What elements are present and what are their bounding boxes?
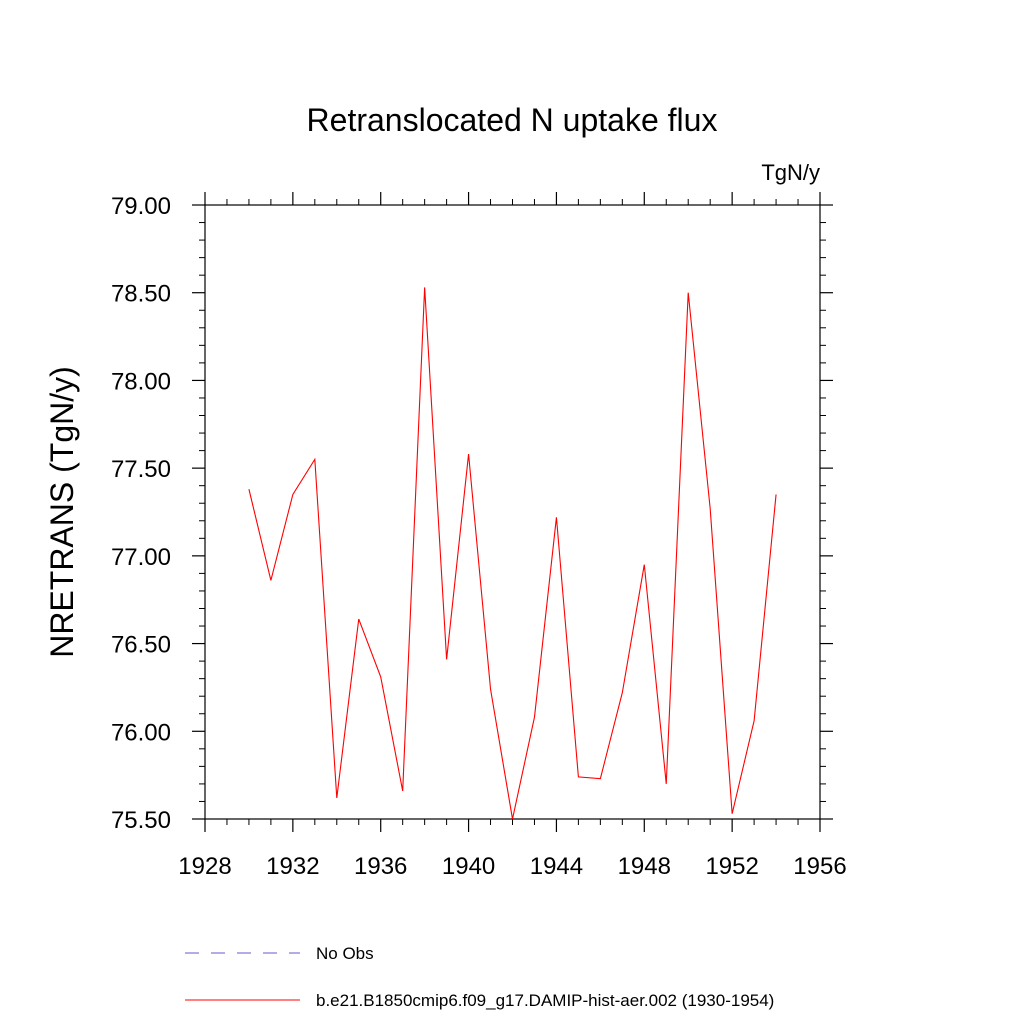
- legend-label-model-run: b.e21.B1850cmip6.f09_g17.DAMIP-hist-aer.…: [316, 991, 774, 1010]
- legend: No Obs b.e21.B1850cmip6.f09_g17.DAMIP-hi…: [185, 944, 774, 1010]
- series-layer: [248, 287, 777, 820]
- y-tick-label: 76.00: [111, 719, 171, 746]
- chart-title: Retranslocated N uptake flux: [307, 102, 718, 138]
- x-tick-label: 1940: [442, 853, 495, 880]
- y-tick-label: 77.50: [111, 456, 171, 483]
- y-tick-label: 77.00: [111, 544, 171, 571]
- legend-label-no-obs: No Obs: [316, 944, 374, 963]
- x-tick-label: 1944: [530, 853, 583, 880]
- x-tick-label: 1948: [618, 853, 671, 880]
- series-line: [248, 287, 777, 820]
- x-tick-label: 1932: [266, 853, 319, 880]
- axis-tick-labels: 1928 1932 1936 1940 1944 1948 1952 1956 75.50 76.…: [111, 193, 847, 880]
- x-tick-label: 1952: [705, 853, 758, 880]
- y-tick-label: 78.00: [111, 368, 171, 395]
- plot-frame: [204, 204, 821, 820]
- y-tick-label: 75.50: [111, 807, 171, 834]
- axis-ticks: [192, 192, 833, 832]
- y-tick-label: 79.00: [111, 193, 171, 220]
- x-tick-label: 1936: [354, 853, 407, 880]
- y-tick-label: 78.50: [111, 281, 171, 308]
- x-tick-label: 1956: [793, 853, 846, 880]
- y-axis-label: NRETRANS (TgN/y): [44, 366, 80, 658]
- units-label: TgN/y: [761, 160, 820, 185]
- y-tick-label: 76.50: [111, 632, 171, 659]
- x-tick-label: 1928: [178, 853, 231, 880]
